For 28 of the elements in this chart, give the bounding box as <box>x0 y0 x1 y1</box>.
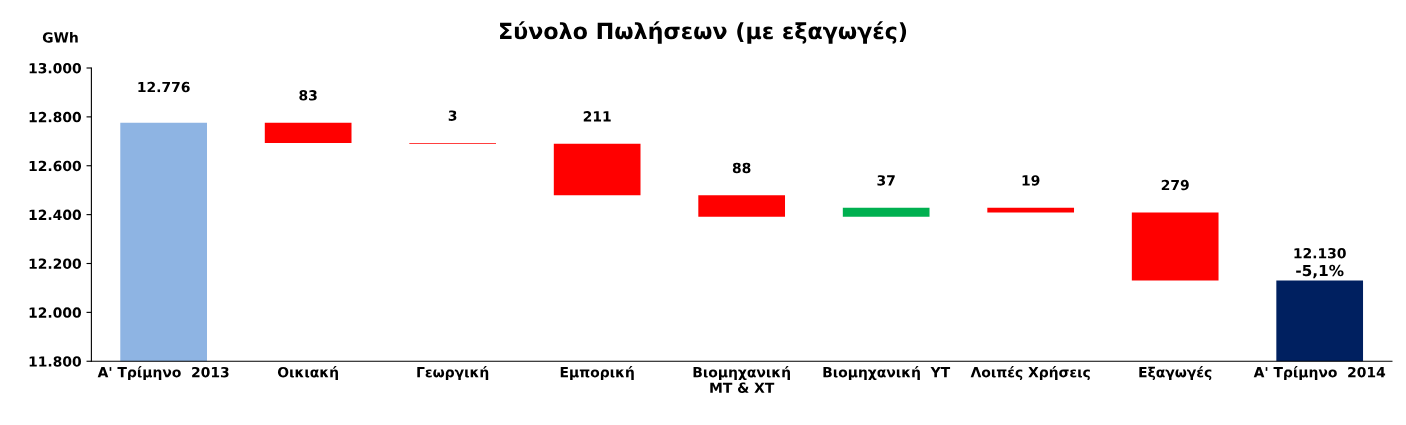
data-label: 211 <box>583 111 611 122</box>
x-tick-label: Εξαγωγές <box>1139 366 1212 381</box>
x-tick-label: Οικιακή <box>277 366 338 381</box>
y-tick-label: 12.200 <box>29 258 82 269</box>
y-tick-label: 11.800 <box>29 356 82 367</box>
y-tick-label: 12.800 <box>29 111 82 123</box>
data-label: 37 <box>877 175 895 186</box>
x-tick-label: Α' Τρίμηνο 2013 <box>97 366 229 381</box>
y-tick-label: 13.000 <box>29 62 82 74</box>
y-axis-title: GWh <box>42 31 78 43</box>
y-tick-label: 12.000 <box>29 307 82 318</box>
chart-title: Σύνολο Πωλήσεων (με εξαγωγές) <box>500 21 907 44</box>
annotation: -5,1% <box>1296 264 1344 279</box>
x-tick-label: Εμπορική <box>560 366 634 381</box>
y-tick-label: 12.600 <box>29 160 82 172</box>
data-label: 83 <box>299 90 317 101</box>
data-label: 12.776 <box>138 81 190 93</box>
data-label: 279 <box>1161 179 1189 191</box>
x-tick-label: Βιομηχανική ΥΤ <box>823 366 951 381</box>
x-tick-label: Λοιπές Χρήσεις <box>970 366 1090 381</box>
data-label: 3 <box>448 110 457 121</box>
x-tick-label: Α' Τρίμηνο 2014 <box>1253 366 1386 381</box>
data-label: 12.130 <box>1294 247 1346 259</box>
x-tick-label: Γεωργική <box>417 366 489 381</box>
data-label: 19 <box>1022 175 1040 186</box>
data-label: 88 <box>732 162 751 174</box>
y-tick-label: 12.400 <box>29 209 82 221</box>
x-tick-label: Βιομηχανική ΜΤ & ΧΤ <box>693 366 790 393</box>
